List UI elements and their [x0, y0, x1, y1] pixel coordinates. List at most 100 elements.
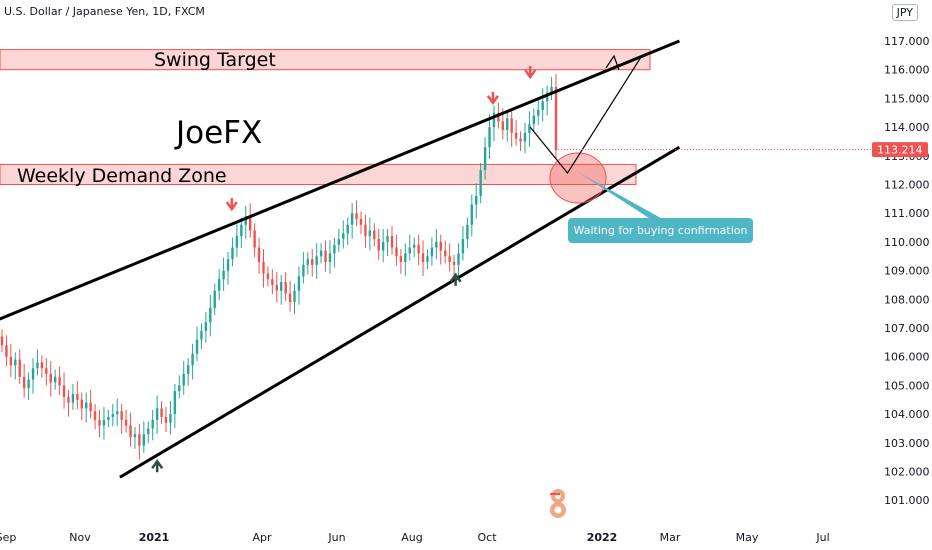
candle-body [217, 279, 221, 291]
price-tick-label: 115.000 [884, 92, 930, 105]
candle-body [439, 241, 442, 251]
candle-body [275, 284, 278, 291]
price-tick-label: 106.000 [884, 351, 930, 364]
time-axis[interactable]: Sep Nov 2021 Apr Jun Aug Oct 2022 Mar May Jul [0, 531, 830, 544]
price-tick-label: 104.000 [884, 408, 930, 421]
candle-body [195, 339, 199, 354]
candle-body [386, 236, 389, 242]
candle-body [45, 368, 48, 374]
price-tick-label: 108.000 [884, 293, 930, 306]
candle-body [519, 138, 522, 142]
candle-body [107, 416, 110, 420]
candle-body [169, 414, 172, 423]
candle-body [492, 112, 496, 128]
candle-body [67, 396, 70, 403]
price-tick-label: 112.000 [884, 179, 930, 192]
candle-body [537, 109, 540, 116]
touch-markers [151, 66, 537, 473]
down-arrow-icon [486, 91, 499, 106]
candle-body [58, 376, 61, 386]
candle-body [435, 241, 438, 248]
candle-body [337, 239, 341, 245]
candle-body [470, 204, 473, 225]
candlestick-series [0, 74, 558, 460]
candle-body [364, 224, 367, 237]
candle-body [93, 411, 97, 420]
candle-body [457, 253, 460, 265]
price-axis[interactable]: 117.000116.000115.000114.000113.000112.0… [884, 35, 930, 507]
candle-body [280, 282, 283, 291]
demand-zone-highlight-circle [549, 152, 607, 204]
candle-body [333, 244, 336, 254]
candle-body [373, 230, 376, 240]
candle-body [116, 411, 119, 415]
candle-body [9, 356, 13, 366]
upper-trendline[interactable] [0, 39, 680, 331]
candle-body [412, 244, 416, 248]
candle-body [293, 290, 296, 303]
price-tick-label: 102.000 [884, 466, 930, 479]
candle-body [5, 345, 8, 357]
candle-body [36, 362, 39, 369]
candle-body [31, 368, 35, 380]
currency-badge[interactable]: JPY [891, 4, 918, 21]
candle-body [147, 428, 150, 435]
candle-body [151, 419, 154, 429]
candle-body [523, 132, 527, 142]
candle-body [191, 353, 194, 366]
projection-arrowhead-icon [605, 54, 620, 71]
candle-body [479, 170, 482, 196]
time-tick-label: Oct [477, 531, 497, 544]
candle-body [102, 419, 106, 426]
price-tick-label: 116.000 [884, 64, 930, 77]
candle-body [452, 261, 456, 265]
time-tick-label: May [736, 531, 759, 544]
candle-body [359, 218, 363, 225]
candle-body [209, 307, 212, 323]
candle-body [417, 244, 420, 254]
candle-body [142, 434, 146, 446]
candle-body [226, 259, 230, 271]
candle-body [124, 419, 128, 426]
candle-body [266, 273, 270, 280]
swing-target-zone [0, 49, 651, 71]
time-tick-label: Jun [327, 531, 345, 544]
candle-body [554, 86, 558, 151]
candle-body [133, 434, 137, 438]
time-tick-label: Jul [815, 531, 829, 544]
candle-body [200, 330, 203, 340]
candle-body [404, 253, 407, 262]
candle-body [421, 253, 425, 262]
up-arrow-icon [449, 272, 462, 286]
candle-body [213, 290, 216, 308]
candle-body [483, 147, 487, 171]
candle-body [346, 224, 349, 234]
candle-body [178, 385, 181, 392]
candle-body [501, 121, 505, 130]
candle-body [111, 414, 114, 417]
down-arrow-icon [524, 66, 537, 80]
candle-body [71, 394, 75, 403]
candle-body [541, 101, 544, 110]
candle-body [204, 322, 208, 331]
candle-body [0, 336, 4, 346]
time-tick-label: Apr [252, 531, 272, 544]
candle-body [302, 264, 305, 277]
down-arrow-icon [225, 198, 238, 212]
candle-body [510, 118, 513, 133]
candle-body [186, 365, 190, 374]
candle-body [14, 359, 17, 366]
demand-zone-label: Weekly Demand Zone [17, 165, 227, 187]
candle-body [355, 213, 358, 219]
candle-body [240, 224, 243, 237]
candle-body [98, 419, 101, 426]
candle-body [40, 362, 44, 369]
current-price-tag [872, 142, 928, 158]
candle-body [377, 239, 380, 251]
candle-body [244, 216, 247, 225]
candle-body [381, 241, 385, 251]
candle-body [297, 276, 301, 291]
candle-body [550, 86, 553, 93]
candle-body [461, 239, 465, 254]
